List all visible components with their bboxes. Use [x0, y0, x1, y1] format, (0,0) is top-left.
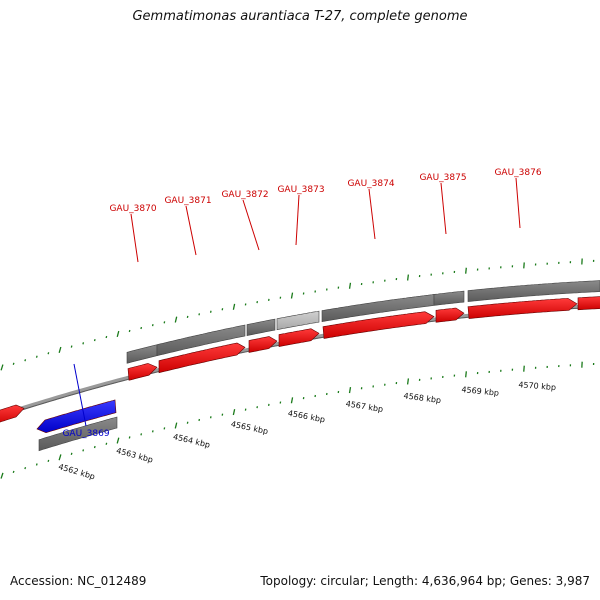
gene-arrow-gau-3876 — [467, 298, 578, 319]
feature-bar — [276, 310, 320, 331]
gene-label-leader-line — [130, 213, 139, 263]
inner-tick-mark — [70, 452, 73, 455]
gene-label-leader-line — [368, 188, 376, 240]
gene-label: GAU_3876 — [494, 168, 541, 178]
gene-labels-layer: GAU_3869 GAU_3870 GAU_3871 GAU_3872 GAU_3873… — [62, 168, 541, 439]
gene-label-leader-line — [295, 194, 300, 246]
gene-label-leader-line — [242, 199, 260, 251]
outer-tick-mark — [116, 330, 120, 338]
outer-tick-mark — [47, 352, 50, 355]
scale-label: 4567 kbp — [345, 399, 384, 414]
scale-labels-layer: 4562 kbp 4563 kbp 4564 kbp 4565 kbp 4566 kbp… — [57, 380, 556, 481]
inner-tick-mark — [82, 449, 85, 452]
inner-tick-mark — [116, 437, 120, 444]
outer-tick-mark — [93, 339, 96, 342]
scale-label: 4565 kbp — [230, 420, 269, 437]
tick-marks-layer — [0, 258, 595, 479]
gene-label-leader-line — [440, 182, 447, 235]
feature-bar — [126, 344, 158, 364]
scale-label: 4568 kbp — [403, 391, 442, 405]
scale-label: 4566 kbp — [287, 409, 326, 425]
outer-tick-mark — [406, 274, 410, 281]
gene-label-leader-line — [73, 363, 87, 427]
feature-bar — [433, 290, 465, 306]
inner-tick-mark — [140, 433, 143, 436]
outer-tick-mark — [348, 282, 352, 289]
outer-tick-mark — [174, 316, 178, 323]
inner-tick-mark — [174, 422, 178, 429]
gene-label: GAU_3872 — [221, 190, 268, 200]
gene-label: GAU_3870 — [109, 204, 156, 214]
gene-label: GAU_3873 — [277, 185, 324, 195]
scale-label: 4563 kbp — [115, 446, 154, 464]
outer-tick-mark — [58, 346, 62, 353]
scale-label: 4570 kbp — [518, 380, 556, 392]
gene-arrow-gau-3874 — [322, 311, 435, 339]
inner-tick-mark — [12, 470, 15, 474]
outer-tick-mark — [232, 303, 236, 310]
gene-arrow — [0, 404, 25, 423]
outer-tick-mark — [70, 345, 73, 348]
outer-tick-mark — [35, 355, 38, 358]
gene-arrow — [577, 296, 600, 311]
feature-bar — [38, 416, 118, 452]
inner-tick-mark — [348, 387, 352, 394]
scale-label: 4564 kbp — [172, 432, 211, 450]
inner-tick-mark — [232, 409, 236, 416]
inner-tick-mark — [128, 436, 131, 439]
gene-arrow-gau-3873 — [278, 328, 320, 347]
inner-tick-mark — [290, 397, 294, 404]
outer-tick-mark — [0, 364, 4, 371]
inner-tick-mark — [47, 459, 50, 462]
genome-summary-text: Topology: circular; Length: 4,636,964 bp… — [260, 574, 590, 588]
inner-tick-mark — [406, 378, 410, 385]
accession-text: Accession: NC_012489 — [10, 574, 147, 588]
inner-tick-mark — [0, 472, 4, 479]
inner-tick-mark — [58, 454, 62, 461]
gene-label: GAU_3869 — [62, 429, 109, 439]
scale-label: 4562 kbp — [57, 462, 96, 481]
gene-arrow-gau-3870 — [127, 363, 158, 381]
gene-label: GAU_3874 — [347, 179, 394, 189]
gene-label-leader-line — [185, 205, 197, 256]
outer-tick-mark — [465, 267, 467, 274]
gene-arrow-gau-3872 — [248, 336, 278, 353]
inner-tick-mark — [105, 442, 108, 445]
genes-layer — [0, 296, 600, 434]
outer-tick-mark — [82, 342, 85, 345]
feature-bar — [156, 324, 246, 357]
feature-bar — [467, 280, 600, 302]
gene-label: GAU_3875 — [419, 173, 466, 183]
features-layer — [38, 280, 600, 452]
outer-tick-mark — [24, 359, 27, 362]
outer-tick-mark — [290, 292, 294, 299]
inner-tick-mark — [35, 463, 38, 466]
inner-tick-mark — [24, 466, 27, 470]
gene-arrow-gau-3869 — [36, 399, 117, 434]
feature-bar — [246, 318, 276, 336]
gene-arrow-gau-3871 — [158, 342, 246, 374]
inner-tick-mark — [465, 371, 467, 378]
gene-label-leader-line — [515, 177, 521, 229]
outer-tick-mark — [105, 335, 108, 339]
gene-arrow-gau-3875 — [435, 307, 465, 323]
outer-tick-mark — [12, 362, 15, 365]
map-title: Gemmatimonas aurantiaca T-27, complete g… — [132, 9, 468, 24]
gene-label: GAU_3871 — [164, 196, 211, 206]
inner-tick-mark — [93, 445, 96, 449]
scale-label: 4569 kbp — [461, 385, 499, 398]
